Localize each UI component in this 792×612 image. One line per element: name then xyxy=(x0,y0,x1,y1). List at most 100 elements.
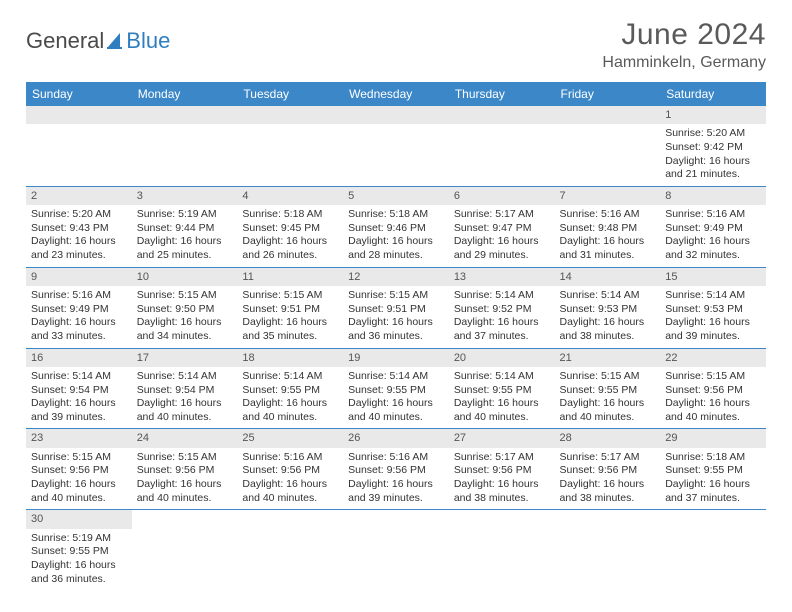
day-number: 17 xyxy=(132,349,238,367)
calendar-cell-empty xyxy=(449,106,555,186)
calendar-cell: 2Sunrise: 5:20 AMSunset: 9:43 PMDaylight… xyxy=(26,186,132,267)
day-number: 12 xyxy=(343,268,449,286)
calendar-table: SundayMondayTuesdayWednesdayThursdayFrid… xyxy=(26,82,766,590)
sunset-line: Sunset: 9:48 PM xyxy=(560,222,656,236)
brand-logo: General Blue xyxy=(26,28,170,54)
calendar-body: 1Sunrise: 5:20 AMSunset: 9:42 PMDaylight… xyxy=(26,106,766,590)
sunrise-line: Sunrise: 5:17 AM xyxy=(454,451,550,465)
calendar-row: 16Sunrise: 5:14 AMSunset: 9:54 PMDayligh… xyxy=(26,348,766,429)
sunset-line: Sunset: 9:56 PM xyxy=(560,464,656,478)
sunrise-line: Sunrise: 5:14 AM xyxy=(137,370,233,384)
day-details: Sunrise: 5:15 AMSunset: 9:56 PMDaylight:… xyxy=(26,448,132,510)
calendar-cell: 5Sunrise: 5:18 AMSunset: 9:46 PMDaylight… xyxy=(343,186,449,267)
calendar-cell: 22Sunrise: 5:15 AMSunset: 9:56 PMDayligh… xyxy=(660,348,766,429)
daylight-line: Daylight: 16 hours and 36 minutes. xyxy=(31,559,127,586)
day-number: 13 xyxy=(449,268,555,286)
day-number: 22 xyxy=(660,349,766,367)
day-details: Sunrise: 5:19 AMSunset: 9:55 PMDaylight:… xyxy=(26,529,132,591)
sunrise-line: Sunrise: 5:18 AM xyxy=(348,208,444,222)
calendar-row: 2Sunrise: 5:20 AMSunset: 9:43 PMDaylight… xyxy=(26,186,766,267)
calendar-cell: 12Sunrise: 5:15 AMSunset: 9:51 PMDayligh… xyxy=(343,267,449,348)
sunrise-line: Sunrise: 5:14 AM xyxy=(454,370,550,384)
daylight-line: Daylight: 16 hours and 23 minutes. xyxy=(31,235,127,262)
sunrise-line: Sunrise: 5:14 AM xyxy=(348,370,444,384)
day-details: Sunrise: 5:19 AMSunset: 9:44 PMDaylight:… xyxy=(132,205,238,267)
daylight-line: Daylight: 16 hours and 39 minutes. xyxy=(665,316,761,343)
sunrise-line: Sunrise: 5:17 AM xyxy=(560,451,656,465)
day-details: Sunrise: 5:15 AMSunset: 9:50 PMDaylight:… xyxy=(132,286,238,348)
day-number-bar-empty xyxy=(237,106,343,124)
calendar-cell-empty xyxy=(132,106,238,186)
daylight-line: Daylight: 16 hours and 38 minutes. xyxy=(560,478,656,505)
calendar-cell: 1Sunrise: 5:20 AMSunset: 9:42 PMDaylight… xyxy=(660,106,766,186)
daylight-line: Daylight: 16 hours and 40 minutes. xyxy=(560,397,656,424)
calendar-cell-empty xyxy=(555,510,661,590)
daylight-line: Daylight: 16 hours and 39 minutes. xyxy=(31,397,127,424)
weekday-header: Friday xyxy=(555,82,661,106)
day-details: Sunrise: 5:17 AMSunset: 9:47 PMDaylight:… xyxy=(449,205,555,267)
day-number: 23 xyxy=(26,429,132,447)
day-details: Sunrise: 5:17 AMSunset: 9:56 PMDaylight:… xyxy=(449,448,555,510)
day-number: 5 xyxy=(343,187,449,205)
calendar-row: 30Sunrise: 5:19 AMSunset: 9:55 PMDayligh… xyxy=(26,510,766,590)
calendar-row: 9Sunrise: 5:16 AMSunset: 9:49 PMDaylight… xyxy=(26,267,766,348)
weekday-header: Wednesday xyxy=(343,82,449,106)
sunset-line: Sunset: 9:56 PM xyxy=(665,384,761,398)
sunset-line: Sunset: 9:55 PM xyxy=(31,545,127,559)
calendar-cell-empty xyxy=(237,510,343,590)
brand-part1: General xyxy=(26,28,104,54)
header: General Blue June 2024 Hamminkeln, Germa… xyxy=(26,18,766,72)
day-number: 1 xyxy=(660,106,766,124)
calendar-cell: 6Sunrise: 5:17 AMSunset: 9:47 PMDaylight… xyxy=(449,186,555,267)
calendar-cell: 19Sunrise: 5:14 AMSunset: 9:55 PMDayligh… xyxy=(343,348,449,429)
calendar-cell: 3Sunrise: 5:19 AMSunset: 9:44 PMDaylight… xyxy=(132,186,238,267)
day-details: Sunrise: 5:16 AMSunset: 9:56 PMDaylight:… xyxy=(343,448,449,510)
calendar-cell: 18Sunrise: 5:14 AMSunset: 9:55 PMDayligh… xyxy=(237,348,343,429)
day-number: 15 xyxy=(660,268,766,286)
calendar-cell: 25Sunrise: 5:16 AMSunset: 9:56 PMDayligh… xyxy=(237,429,343,510)
daylight-line: Daylight: 16 hours and 40 minutes. xyxy=(137,397,233,424)
sunrise-line: Sunrise: 5:16 AM xyxy=(560,208,656,222)
sunrise-line: Sunrise: 5:15 AM xyxy=(137,451,233,465)
calendar-row: 1Sunrise: 5:20 AMSunset: 9:42 PMDaylight… xyxy=(26,106,766,186)
calendar-cell: 21Sunrise: 5:15 AMSunset: 9:55 PMDayligh… xyxy=(555,348,661,429)
sunset-line: Sunset: 9:56 PM xyxy=(31,464,127,478)
sunrise-line: Sunrise: 5:20 AM xyxy=(31,208,127,222)
day-number-bar-empty xyxy=(343,106,449,124)
day-number: 25 xyxy=(237,429,343,447)
sunset-line: Sunset: 9:52 PM xyxy=(454,303,550,317)
calendar-cell-empty xyxy=(449,510,555,590)
daylight-line: Daylight: 16 hours and 40 minutes. xyxy=(454,397,550,424)
sunrise-line: Sunrise: 5:20 AM xyxy=(665,127,761,141)
daylight-line: Daylight: 16 hours and 40 minutes. xyxy=(348,397,444,424)
daylight-line: Daylight: 16 hours and 40 minutes. xyxy=(665,397,761,424)
day-details: Sunrise: 5:15 AMSunset: 9:55 PMDaylight:… xyxy=(555,367,661,429)
daylight-line: Daylight: 16 hours and 38 minutes. xyxy=(454,478,550,505)
sunrise-line: Sunrise: 5:15 AM xyxy=(560,370,656,384)
day-details: Sunrise: 5:15 AMSunset: 9:51 PMDaylight:… xyxy=(237,286,343,348)
weekday-header: Tuesday xyxy=(237,82,343,106)
day-number: 21 xyxy=(555,349,661,367)
sunset-line: Sunset: 9:56 PM xyxy=(137,464,233,478)
sunrise-line: Sunrise: 5:18 AM xyxy=(665,451,761,465)
sunrise-line: Sunrise: 5:17 AM xyxy=(454,208,550,222)
day-details: Sunrise: 5:14 AMSunset: 9:55 PMDaylight:… xyxy=(449,367,555,429)
weekday-header: Thursday xyxy=(449,82,555,106)
day-number: 29 xyxy=(660,429,766,447)
day-number: 28 xyxy=(555,429,661,447)
daylight-line: Daylight: 16 hours and 25 minutes. xyxy=(137,235,233,262)
daylight-line: Daylight: 16 hours and 31 minutes. xyxy=(560,235,656,262)
day-details: Sunrise: 5:14 AMSunset: 9:53 PMDaylight:… xyxy=(660,286,766,348)
day-number: 8 xyxy=(660,187,766,205)
day-details: Sunrise: 5:20 AMSunset: 9:42 PMDaylight:… xyxy=(660,124,766,186)
day-number: 6 xyxy=(449,187,555,205)
sunset-line: Sunset: 9:55 PM xyxy=(242,384,338,398)
day-number: 30 xyxy=(26,510,132,528)
calendar-cell: 20Sunrise: 5:14 AMSunset: 9:55 PMDayligh… xyxy=(449,348,555,429)
daylight-line: Daylight: 16 hours and 38 minutes. xyxy=(560,316,656,343)
day-number-bar-empty xyxy=(132,106,238,124)
sunset-line: Sunset: 9:44 PM xyxy=(137,222,233,236)
calendar-cell: 8Sunrise: 5:16 AMSunset: 9:49 PMDaylight… xyxy=(660,186,766,267)
calendar-cell: 11Sunrise: 5:15 AMSunset: 9:51 PMDayligh… xyxy=(237,267,343,348)
sunset-line: Sunset: 9:55 PM xyxy=(348,384,444,398)
